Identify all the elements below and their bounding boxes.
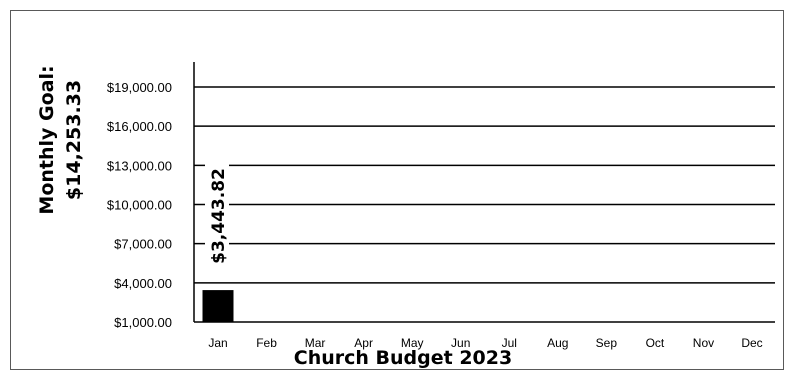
- y-axis-title-line-2: $14,253.33: [63, 80, 85, 200]
- y-tick-label: $7,000.00: [114, 237, 172, 252]
- data-labels: $3,443.82: [205, 162, 229, 272]
- x-tick-label: Nov: [693, 336, 714, 350]
- x-tick-label: Apr: [354, 336, 373, 350]
- x-tick-label: Oct: [646, 336, 665, 350]
- y-tick-label: $13,000.00: [107, 158, 172, 173]
- x-tick-label: Jun: [451, 336, 470, 350]
- y-tick-label: $1,000.00: [114, 315, 172, 330]
- x-tick-label: Dec: [741, 336, 762, 350]
- data-label-background: [205, 162, 229, 272]
- x-tick-label: Sep: [596, 336, 618, 350]
- y-tick-label: $10,000.00: [107, 198, 172, 213]
- data-label: $3,443.82: [209, 168, 229, 264]
- x-tick-label: Mar: [305, 336, 326, 350]
- gridlines: [194, 86, 775, 323]
- y-tick-labels: $1,000.00 $4,000.00 $7,000.00 $10,000.00 $13…: [107, 80, 172, 330]
- x-tick-label: Jan: [208, 336, 227, 350]
- y-tick-label: $4,000.00: [114, 276, 172, 291]
- x-tick-label: Jul: [502, 336, 517, 350]
- bars: [202, 290, 234, 322]
- y-tick-label: $16,000.00: [107, 119, 172, 134]
- bar-jan: [202, 290, 234, 322]
- x-tick-label: Aug: [547, 336, 568, 350]
- x-tick-label: May: [401, 336, 424, 350]
- x-axis-title: Church Budget 2023: [294, 347, 512, 369]
- chart-frame: [10, 10, 784, 370]
- y-tick-label: $19,000.00: [107, 80, 172, 95]
- y-axis-title-line-1: Monthly Goal:: [36, 65, 58, 214]
- x-tick-labels: Jan Feb Mar Apr May Jun Jul Aug Sep Oct Nov Dec: [208, 336, 762, 350]
- x-tick-label: Feb: [256, 336, 277, 350]
